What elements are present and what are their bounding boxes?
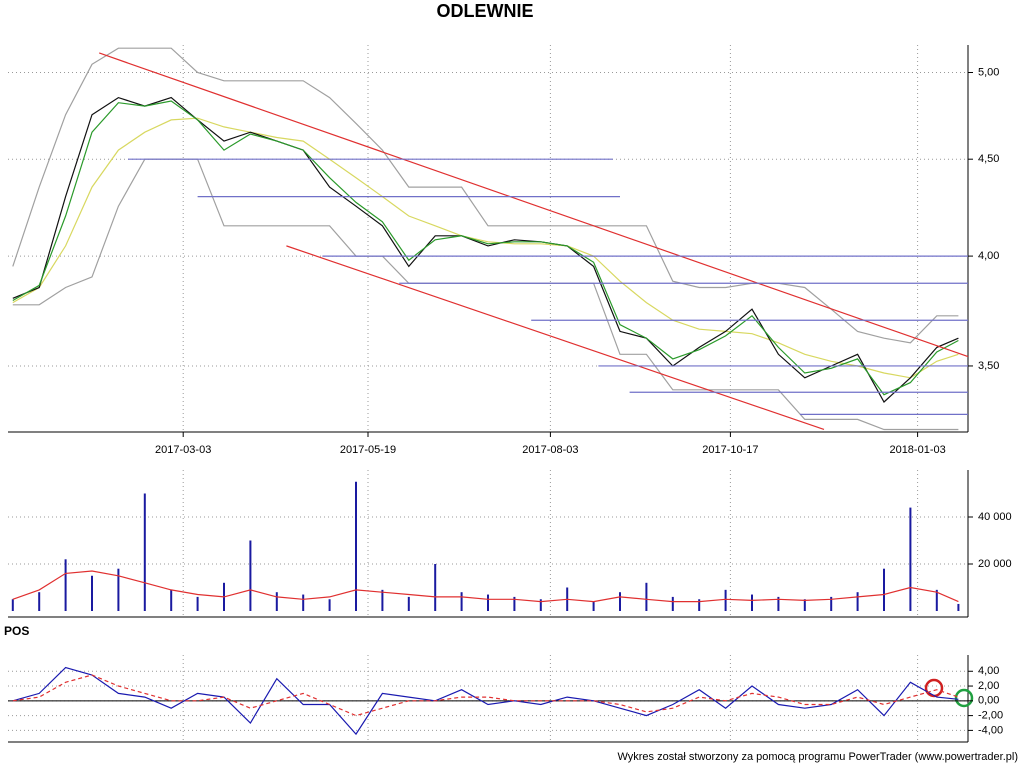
- volume-bar: [909, 507, 912, 611]
- marker-circle: [924, 678, 944, 698]
- volume-bar: [11, 599, 14, 611]
- series-line: [12, 47, 959, 344]
- volume-bar: [275, 592, 278, 611]
- series-line: [12, 117, 959, 379]
- series-line: [12, 570, 959, 603]
- volume-bar: [539, 599, 542, 611]
- volume-bar: [143, 493, 146, 611]
- series-line: [12, 158, 959, 431]
- y-tick-label: 40 000: [978, 511, 1012, 523]
- volume-bar: [328, 599, 331, 611]
- y-tick-label: 3,50: [978, 360, 999, 372]
- y-tick-label: 4,00: [978, 665, 999, 677]
- volume-bar: [381, 589, 384, 611]
- chart-title: ODLEWNIE: [437, 1, 534, 21]
- volume-bar: [751, 594, 753, 611]
- series-line: [12, 96, 959, 403]
- volume-bar: [830, 596, 833, 611]
- volume-bar: [777, 596, 780, 611]
- volume-bar: [117, 568, 120, 611]
- trend-line: [286, 245, 825, 431]
- y-tick-label: 4,50: [978, 153, 999, 165]
- volume-bar: [302, 594, 305, 611]
- x-tick-label: 2018-01-03: [889, 444, 945, 456]
- panel-title: POS: [4, 624, 29, 638]
- footer: Wykres został stworzony za pomocą progra…: [617, 751, 1018, 763]
- x-tick-label: 2017-05-19: [340, 444, 396, 456]
- volume-bar: [460, 592, 463, 611]
- volume-bar: [856, 592, 859, 611]
- volume-bar: [592, 601, 595, 611]
- series-line: [12, 674, 959, 717]
- y-tick-label: 4,00: [978, 250, 999, 262]
- y-tick-label: 0,00: [978, 695, 999, 707]
- y-tick-label: 2,00: [978, 680, 999, 692]
- volume-bar: [407, 596, 410, 611]
- volume-bar: [434, 564, 437, 611]
- volume-bar: [513, 596, 516, 611]
- volume-bar: [487, 594, 489, 611]
- x-tick-label: 2017-10-17: [702, 444, 758, 456]
- series-line: [12, 100, 959, 396]
- y-tick-label: -2,00: [978, 710, 1003, 722]
- x-tick-label: 2017-03-03: [155, 444, 211, 456]
- volume-bar: [724, 589, 727, 611]
- volume-bar: [698, 599, 701, 611]
- marker-circle: [954, 688, 974, 708]
- volume-bar: [957, 603, 960, 611]
- volume-bar: [645, 582, 648, 611]
- volume-bar: [619, 592, 621, 611]
- volume-bar: [355, 481, 357, 611]
- x-tick-label: 2017-08-03: [522, 444, 578, 456]
- y-tick-label: -4,00: [978, 724, 1003, 736]
- volume-bar: [671, 596, 674, 611]
- volume-bar: [935, 589, 938, 611]
- series-line: [12, 666, 959, 736]
- volume-bar: [196, 596, 199, 611]
- volume-bar: [38, 592, 41, 611]
- volume-bar: [883, 568, 885, 611]
- volume-bar: [249, 540, 252, 611]
- trend-line: [99, 52, 969, 358]
- y-tick-label: 20 000: [978, 558, 1012, 570]
- volume-bar: [803, 599, 806, 611]
- volume-bar: [91, 575, 93, 611]
- y-tick-label: 5,00: [978, 66, 999, 78]
- volume-bar: [64, 559, 67, 611]
- volume-bar: [170, 589, 173, 611]
